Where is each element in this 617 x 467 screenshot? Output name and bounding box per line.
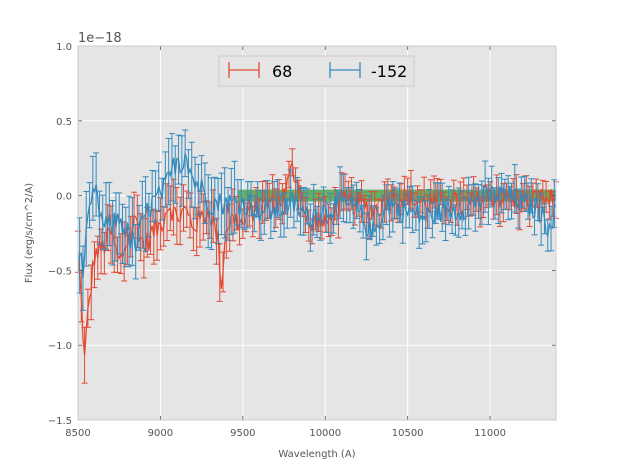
y-tick-label-1: −1.0 [48, 341, 72, 352]
legend-label-68: 68 [272, 62, 292, 81]
y-tick-label-0: −1.5 [48, 416, 72, 427]
legend-entry-68: 68 [228, 62, 292, 81]
y-tick-label-4: 0.5 [56, 117, 72, 128]
y-tick-label-3: 0.0 [56, 192, 72, 203]
legend-symbol-68 [228, 62, 260, 78]
series-line [77, 153, 557, 279]
series-layer [75, 129, 559, 384]
x-tick-label-10000: 10000 [309, 428, 341, 439]
plot-frame [77, 45, 557, 421]
legend-box [218, 55, 415, 87]
x-tick-label-9000: 9000 [148, 428, 173, 439]
axes: 8500 9000 9500 10000 10500 11000 −1.5 −1.0 −0.5 0… [48, 42, 557, 439]
x-tick-label-9500: 9500 [230, 428, 255, 439]
legend-label-152: -152 [371, 62, 407, 81]
legend-entry-152: -152 [329, 62, 407, 81]
series-68 [75, 148, 559, 384]
series-152 [76, 129, 558, 311]
legend: 68 -152 [218, 55, 415, 87]
y-tick-label-2: −0.5 [48, 266, 72, 277]
y-offset-label: 1e−18 [78, 31, 122, 46]
continuum-band [237, 189, 556, 202]
x-tick-label-11000: 11000 [474, 428, 506, 439]
x-axis-label: Wavelength (A) [278, 449, 355, 460]
legend-symbol-152 [329, 62, 361, 78]
y-tick-label-5: 1.0 [56, 42, 72, 53]
x-tick-label-8500: 8500 [65, 428, 90, 439]
x-tick-label-10500: 10500 [392, 428, 424, 439]
y-axis-label: Flux (erg/s/cm^2/A) [24, 183, 35, 283]
band-layer [237, 189, 556, 202]
